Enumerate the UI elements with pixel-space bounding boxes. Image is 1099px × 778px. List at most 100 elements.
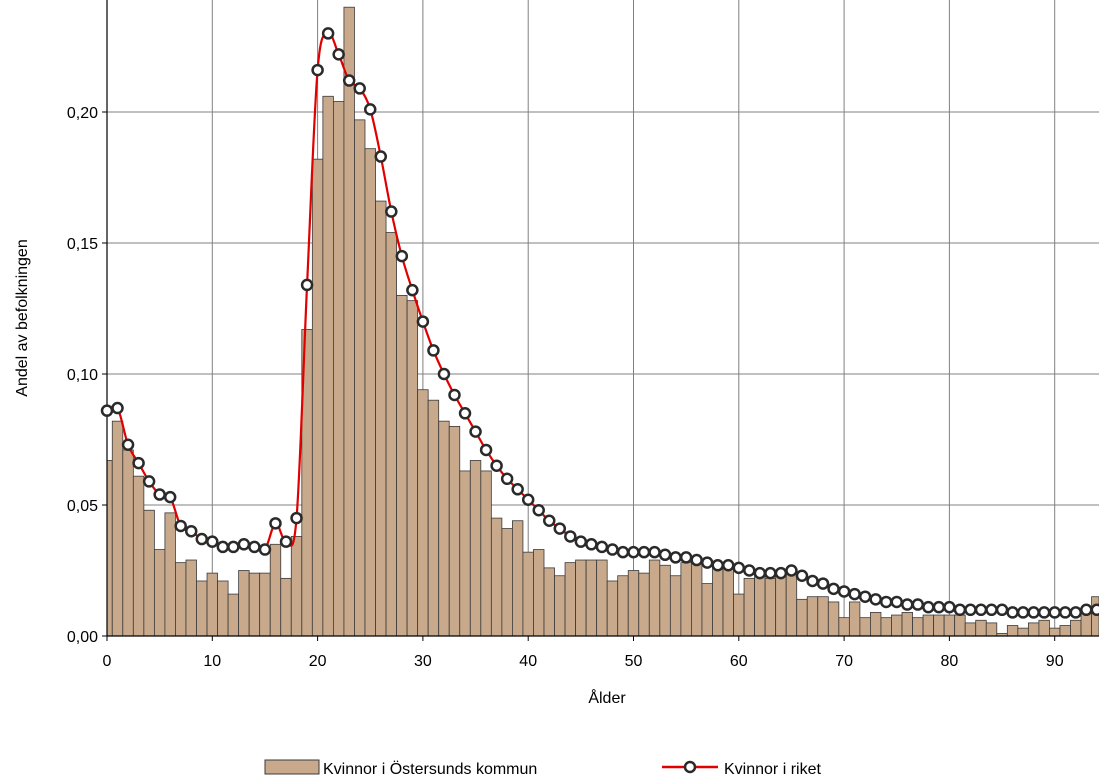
x-tick-label: 50 [625, 653, 643, 670]
bar [332, 101, 345, 637]
y-tick-label: 0,05 [67, 498, 98, 515]
bar [648, 559, 661, 637]
line-point [100, 404, 114, 417]
bar [585, 559, 598, 637]
line-point [837, 585, 851, 598]
line-point [374, 150, 388, 163]
bar [122, 449, 134, 637]
bar [838, 617, 850, 637]
bar [385, 232, 397, 637]
line-point [300, 278, 314, 292]
line-point [427, 344, 440, 357]
bar [848, 601, 861, 637]
line-point [1016, 606, 1030, 619]
bar [943, 614, 956, 637]
line-point [395, 249, 409, 263]
line-point [806, 574, 819, 588]
line-point [227, 540, 240, 554]
line-point [627, 545, 640, 559]
legend: Kvinnor i Östersunds kommun Kvinnor i ri… [264, 759, 821, 778]
x-tick-label: 70 [835, 653, 853, 670]
line-point [321, 27, 335, 40]
line-point [1069, 606, 1083, 619]
line-point [174, 519, 187, 533]
bar [522, 551, 534, 637]
x-tick-label: 80 [941, 653, 959, 670]
bar [617, 575, 629, 637]
bar [480, 470, 492, 637]
bar [259, 572, 271, 637]
line-point [332, 48, 345, 61]
line-point [163, 490, 177, 504]
bar [153, 549, 166, 637]
line-point [1037, 606, 1051, 619]
bar [912, 617, 924, 637]
line-point [985, 603, 998, 617]
line-point [616, 545, 630, 559]
line-point [290, 511, 303, 525]
bar [764, 577, 777, 637]
y-tick-label: 0,20 [67, 105, 98, 122]
bar [438, 420, 450, 637]
bar [490, 517, 503, 637]
line-point [743, 564, 756, 577]
bar [722, 567, 734, 637]
x-tick-label: 20 [309, 653, 327, 670]
bar [701, 583, 713, 637]
bar [1027, 622, 1040, 637]
bar [227, 593, 240, 637]
y-tick-labels: 0,00 0,05 0,10 0,15 0,20 [67, 105, 98, 646]
line-point [974, 603, 988, 617]
line-point [269, 517, 282, 530]
line-point [679, 551, 693, 564]
line-point [827, 582, 840, 596]
bar [459, 470, 471, 637]
bar [111, 420, 124, 637]
line-point [121, 438, 135, 451]
bar [238, 570, 250, 637]
bar [785, 572, 798, 637]
line-point [543, 514, 556, 527]
line-point [879, 595, 893, 609]
bar [512, 520, 524, 637]
legend-bar-label: Kvinnor i Östersunds kommun [323, 760, 537, 778]
legend-line-marker [683, 760, 697, 774]
bar [364, 148, 376, 637]
line-point [816, 577, 830, 590]
bar [1017, 627, 1029, 637]
bar [806, 596, 819, 637]
bar [185, 559, 197, 637]
x-tick-label: 30 [414, 653, 432, 670]
axes [102, 0, 1099, 641]
y-tick-label: 0,10 [67, 367, 98, 384]
bar [827, 601, 840, 637]
legend-line-label: Kvinnor i riket [724, 761, 821, 778]
line-point [490, 459, 503, 472]
grid-lines [107, 0, 1099, 636]
bar [143, 509, 155, 637]
line-point [532, 503, 545, 517]
line-point [700, 556, 714, 569]
line-point [964, 603, 977, 617]
x-tick-label: 60 [730, 653, 748, 670]
x-tick-label: 40 [519, 653, 537, 670]
bar [859, 617, 871, 637]
line-point [1027, 606, 1040, 619]
bar [733, 593, 745, 637]
y-tick-label: 0,15 [67, 236, 98, 253]
line-point [1080, 603, 1093, 617]
bar [417, 389, 429, 637]
bar [290, 536, 303, 637]
bar [106, 460, 113, 637]
line-point [437, 367, 451, 381]
legend-bar-swatch [264, 759, 320, 775]
bar [754, 570, 766, 637]
line-point [1048, 606, 1061, 619]
bar [206, 572, 218, 637]
line-point [553, 522, 567, 535]
line-point [469, 425, 482, 438]
bar [901, 612, 913, 637]
bar [164, 512, 176, 637]
bar [712, 567, 724, 637]
